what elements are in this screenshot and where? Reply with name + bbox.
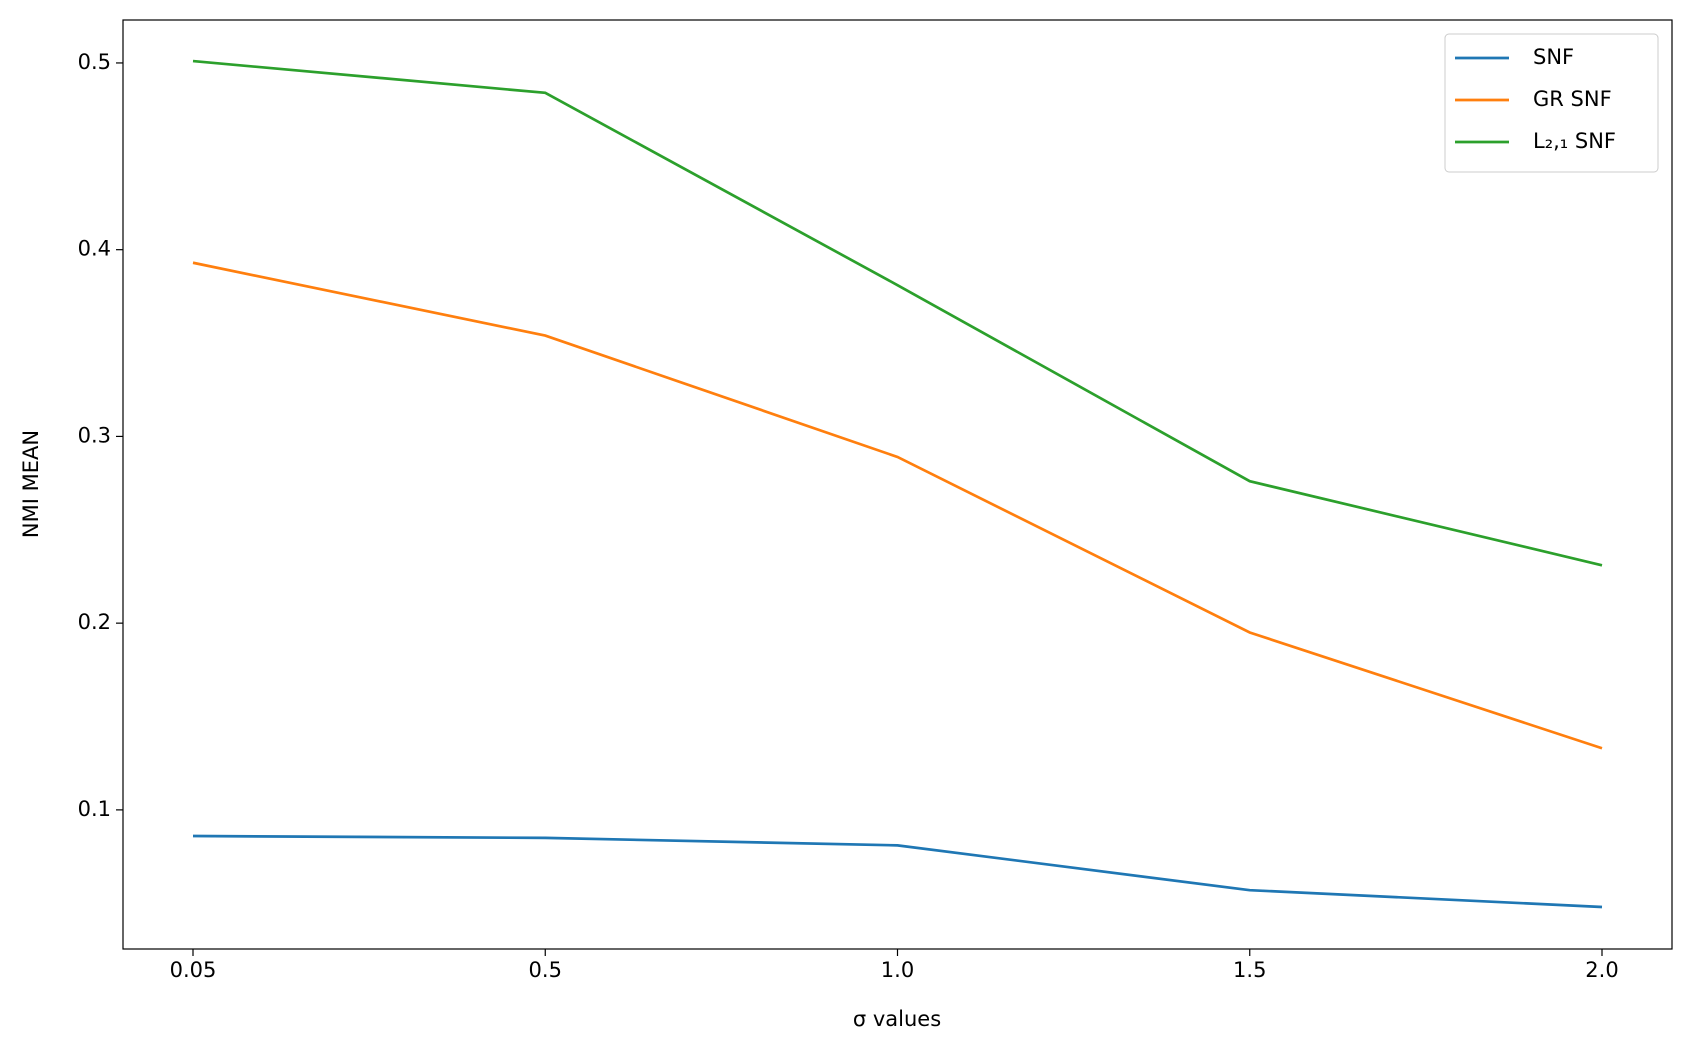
legend-label: L₂,₁ SNF bbox=[1533, 129, 1616, 153]
legend: SNF GR SNF L₂,₁ SNF bbox=[1444, 33, 1659, 173]
x-axis-label: σ values bbox=[853, 1007, 941, 1031]
y-tick-label: 0.5 bbox=[78, 50, 111, 74]
legend-label: SNF bbox=[1533, 45, 1574, 69]
line-series bbox=[192, 59, 1603, 567]
x-tick-label: 1.0 bbox=[881, 958, 914, 982]
y-tick-label: 0.2 bbox=[78, 610, 111, 634]
legend-frame bbox=[1444, 33, 1659, 173]
x-tick-label: 0.05 bbox=[170, 958, 217, 982]
x-tick-label: 2.0 bbox=[1585, 958, 1618, 982]
y-tick-label: 0.3 bbox=[78, 423, 111, 447]
legend-label: GR SNF bbox=[1533, 87, 1612, 111]
x-tick-label: 1.5 bbox=[1233, 958, 1266, 982]
y-tick-label: 0.1 bbox=[78, 797, 111, 821]
line-series bbox=[192, 261, 1603, 750]
x-tick-label: 0.5 bbox=[529, 958, 562, 982]
y-tick-label: 0.4 bbox=[78, 237, 111, 261]
plot-frame bbox=[122, 19, 1673, 950]
line-series bbox=[192, 834, 1603, 909]
y-axis-label: NMI MEAN bbox=[19, 430, 43, 538]
